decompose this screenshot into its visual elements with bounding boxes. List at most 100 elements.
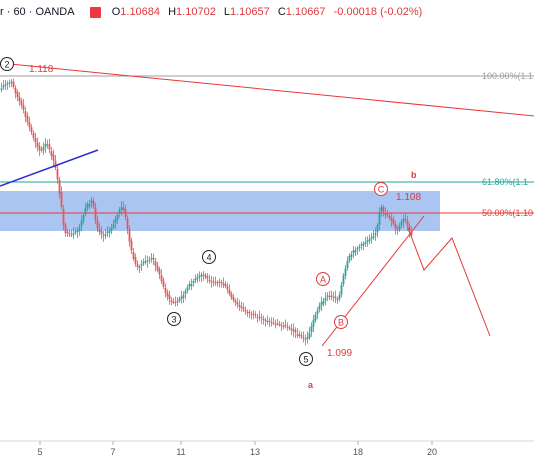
- candle-body: [78, 227, 81, 232]
- candle-body: [16, 92, 19, 98]
- candle-body: [126, 218, 129, 229]
- candle-body: [258, 316, 261, 318]
- flag-icon: [89, 6, 101, 18]
- candle-body: [218, 281, 221, 283]
- candle-body: [364, 242, 367, 244]
- candle-body: [270, 322, 273, 324]
- candle-body: [334, 296, 337, 299]
- candle-body: [146, 260, 149, 262]
- candle-body: [28, 121, 31, 128]
- candle-body: [4, 84, 7, 86]
- candle-body: [182, 295, 185, 298]
- candle-body: [260, 317, 263, 319]
- candle-body: [318, 305, 321, 310]
- candle-body: [356, 248, 359, 250]
- candle-body: [370, 237, 373, 240]
- candle-body: [330, 295, 333, 297]
- candle-body: [106, 231, 109, 234]
- candle-body: [162, 280, 165, 287]
- candle-body: [224, 284, 227, 287]
- candle-body: [130, 240, 133, 251]
- candle-body: [404, 218, 407, 221]
- candle-body: [406, 220, 409, 226]
- candle-body: [122, 207, 125, 210]
- candle-body: [394, 224, 397, 230]
- price-label-low: 1.099: [327, 348, 352, 359]
- candle-body: [112, 224, 115, 228]
- x-tick-label: 11: [176, 447, 185, 457]
- candle-body: [348, 255, 351, 261]
- candle-body: [54, 160, 57, 168]
- candle-body: [60, 192, 63, 208]
- price-label-wave-c: 1.108: [396, 192, 421, 203]
- candle-body: [300, 335, 303, 337]
- candle-body: [384, 212, 387, 216]
- candle-body: [204, 275, 207, 278]
- candle-body: [338, 294, 341, 300]
- candle-body: [100, 230, 103, 235]
- candle-body: [70, 234, 73, 236]
- fib-label-1: 61.80%(1.1: [482, 177, 528, 187]
- candle-body: [206, 276, 209, 279]
- wave-degree-a: a: [308, 380, 314, 390]
- candle-body: [242, 307, 245, 310]
- blue-trendline: [0, 149, 99, 187]
- candle-body: [352, 250, 355, 254]
- candle-body: [214, 282, 217, 284]
- candle-body: [380, 207, 383, 212]
- candle-body: [62, 208, 65, 225]
- candle-body: [212, 281, 215, 283]
- candle-body: [240, 306, 243, 308]
- candle-body: [346, 260, 349, 269]
- candle-body: [140, 264, 143, 266]
- candle-body: [84, 208, 87, 215]
- x-tick-label: 18: [353, 447, 363, 457]
- resistance-zone: [0, 191, 440, 231]
- candle-body: [236, 302, 239, 305]
- candle-body: [128, 228, 131, 242]
- candle-body: [292, 329, 295, 332]
- candle-body: [200, 274, 203, 277]
- candle-body: [268, 321, 271, 323]
- candle-body: [12, 81, 15, 87]
- candle-body: [282, 326, 285, 328]
- candle-body: [216, 282, 219, 284]
- symbol-text[interactable]: r · 60 · OANDA: [0, 6, 75, 19]
- candle-body: [374, 233, 377, 236]
- candle-body: [98, 228, 101, 232]
- candle-body: [40, 149, 43, 151]
- candle-body: [262, 318, 265, 320]
- candle-body: [24, 111, 27, 117]
- candle-body: [298, 334, 301, 337]
- candle-body: [254, 314, 257, 316]
- candle-body: [358, 246, 361, 248]
- candle-body: [294, 330, 297, 333]
- candle-body: [400, 221, 403, 226]
- wave-degree-b: b: [411, 170, 417, 180]
- candle-body: [360, 244, 363, 246]
- candle-body: [136, 264, 139, 267]
- candle-body: [368, 239, 371, 241]
- candle-body: [74, 231, 77, 233]
- low-label: L: [223, 6, 230, 19]
- candle-body: [20, 100, 23, 106]
- candle-body: [382, 207, 385, 212]
- candle-body: [296, 333, 299, 336]
- wave-c-circle-marker: [374, 182, 388, 196]
- candle-body: [168, 295, 171, 300]
- wave-b-circle-text: B: [338, 318, 344, 328]
- candle-body: [226, 286, 229, 290]
- candle-body: [234, 300, 237, 303]
- candle-body: [94, 207, 97, 221]
- candle-body: [44, 143, 47, 147]
- candle-body: [26, 116, 29, 122]
- wave-4-text: 4: [206, 253, 211, 263]
- candle-body: [154, 261, 157, 266]
- candle-body: [392, 219, 395, 224]
- candle-body: [310, 326, 313, 333]
- candle-body: [398, 225, 401, 230]
- candle-body: [120, 207, 123, 211]
- candle-body: [14, 87, 17, 94]
- candle-body: [56, 168, 59, 180]
